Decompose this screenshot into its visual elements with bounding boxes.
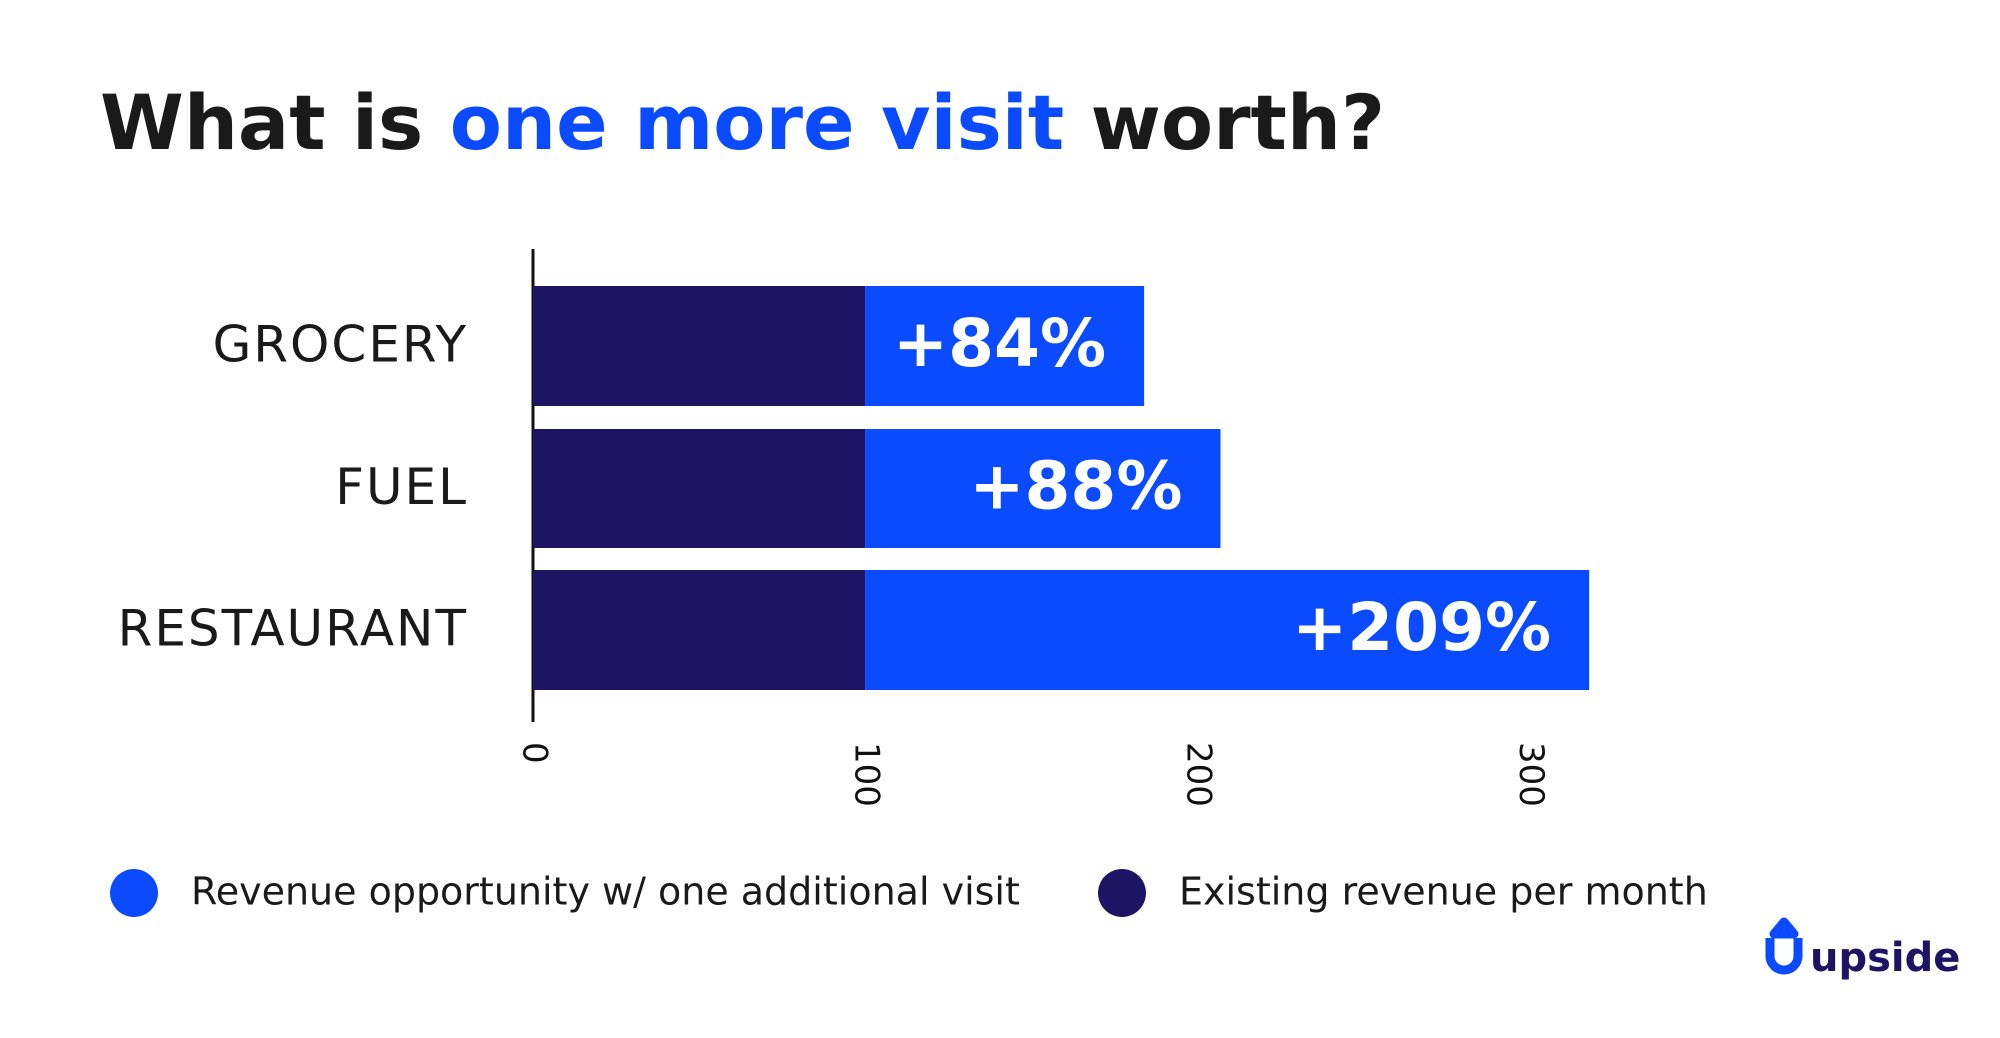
x-tick-label: 300 bbox=[1511, 742, 1551, 807]
x-tick-label: 100 bbox=[847, 742, 887, 807]
bar-segment bbox=[533, 286, 866, 406]
category-label: RESTAURANT bbox=[118, 600, 468, 658]
logo-text: upside bbox=[1810, 935, 1960, 981]
category-label: GROCERY bbox=[213, 316, 468, 374]
bar-annotation: +209% bbox=[1292, 589, 1551, 666]
title-part: one more visit bbox=[450, 78, 1064, 167]
legend-swatch bbox=[1098, 869, 1146, 917]
title-part: worth? bbox=[1064, 78, 1385, 167]
bar-segment bbox=[533, 429, 866, 548]
bar-segment bbox=[533, 570, 866, 690]
x-tick-label: 0 bbox=[515, 742, 555, 764]
bar-segment bbox=[865, 286, 1145, 406]
legend-label: Existing revenue per month bbox=[1179, 870, 1708, 914]
legend-label: Revenue opportunity w/ one additional vi… bbox=[191, 870, 1020, 914]
bar-segment bbox=[865, 429, 1221, 548]
logo: upside bbox=[1765, 917, 1960, 981]
legend-swatch bbox=[110, 869, 158, 917]
chart-title: What is one more visit worth? bbox=[100, 78, 1385, 167]
logo-icon bbox=[1765, 917, 1803, 975]
bar-segment bbox=[865, 570, 1590, 690]
category-label: FUEL bbox=[335, 458, 468, 516]
bar-annotation: +88% bbox=[969, 448, 1182, 525]
bar-annotation: +84% bbox=[893, 305, 1106, 382]
x-tick-label: 200 bbox=[1179, 742, 1219, 807]
title-part: What is bbox=[100, 78, 450, 167]
